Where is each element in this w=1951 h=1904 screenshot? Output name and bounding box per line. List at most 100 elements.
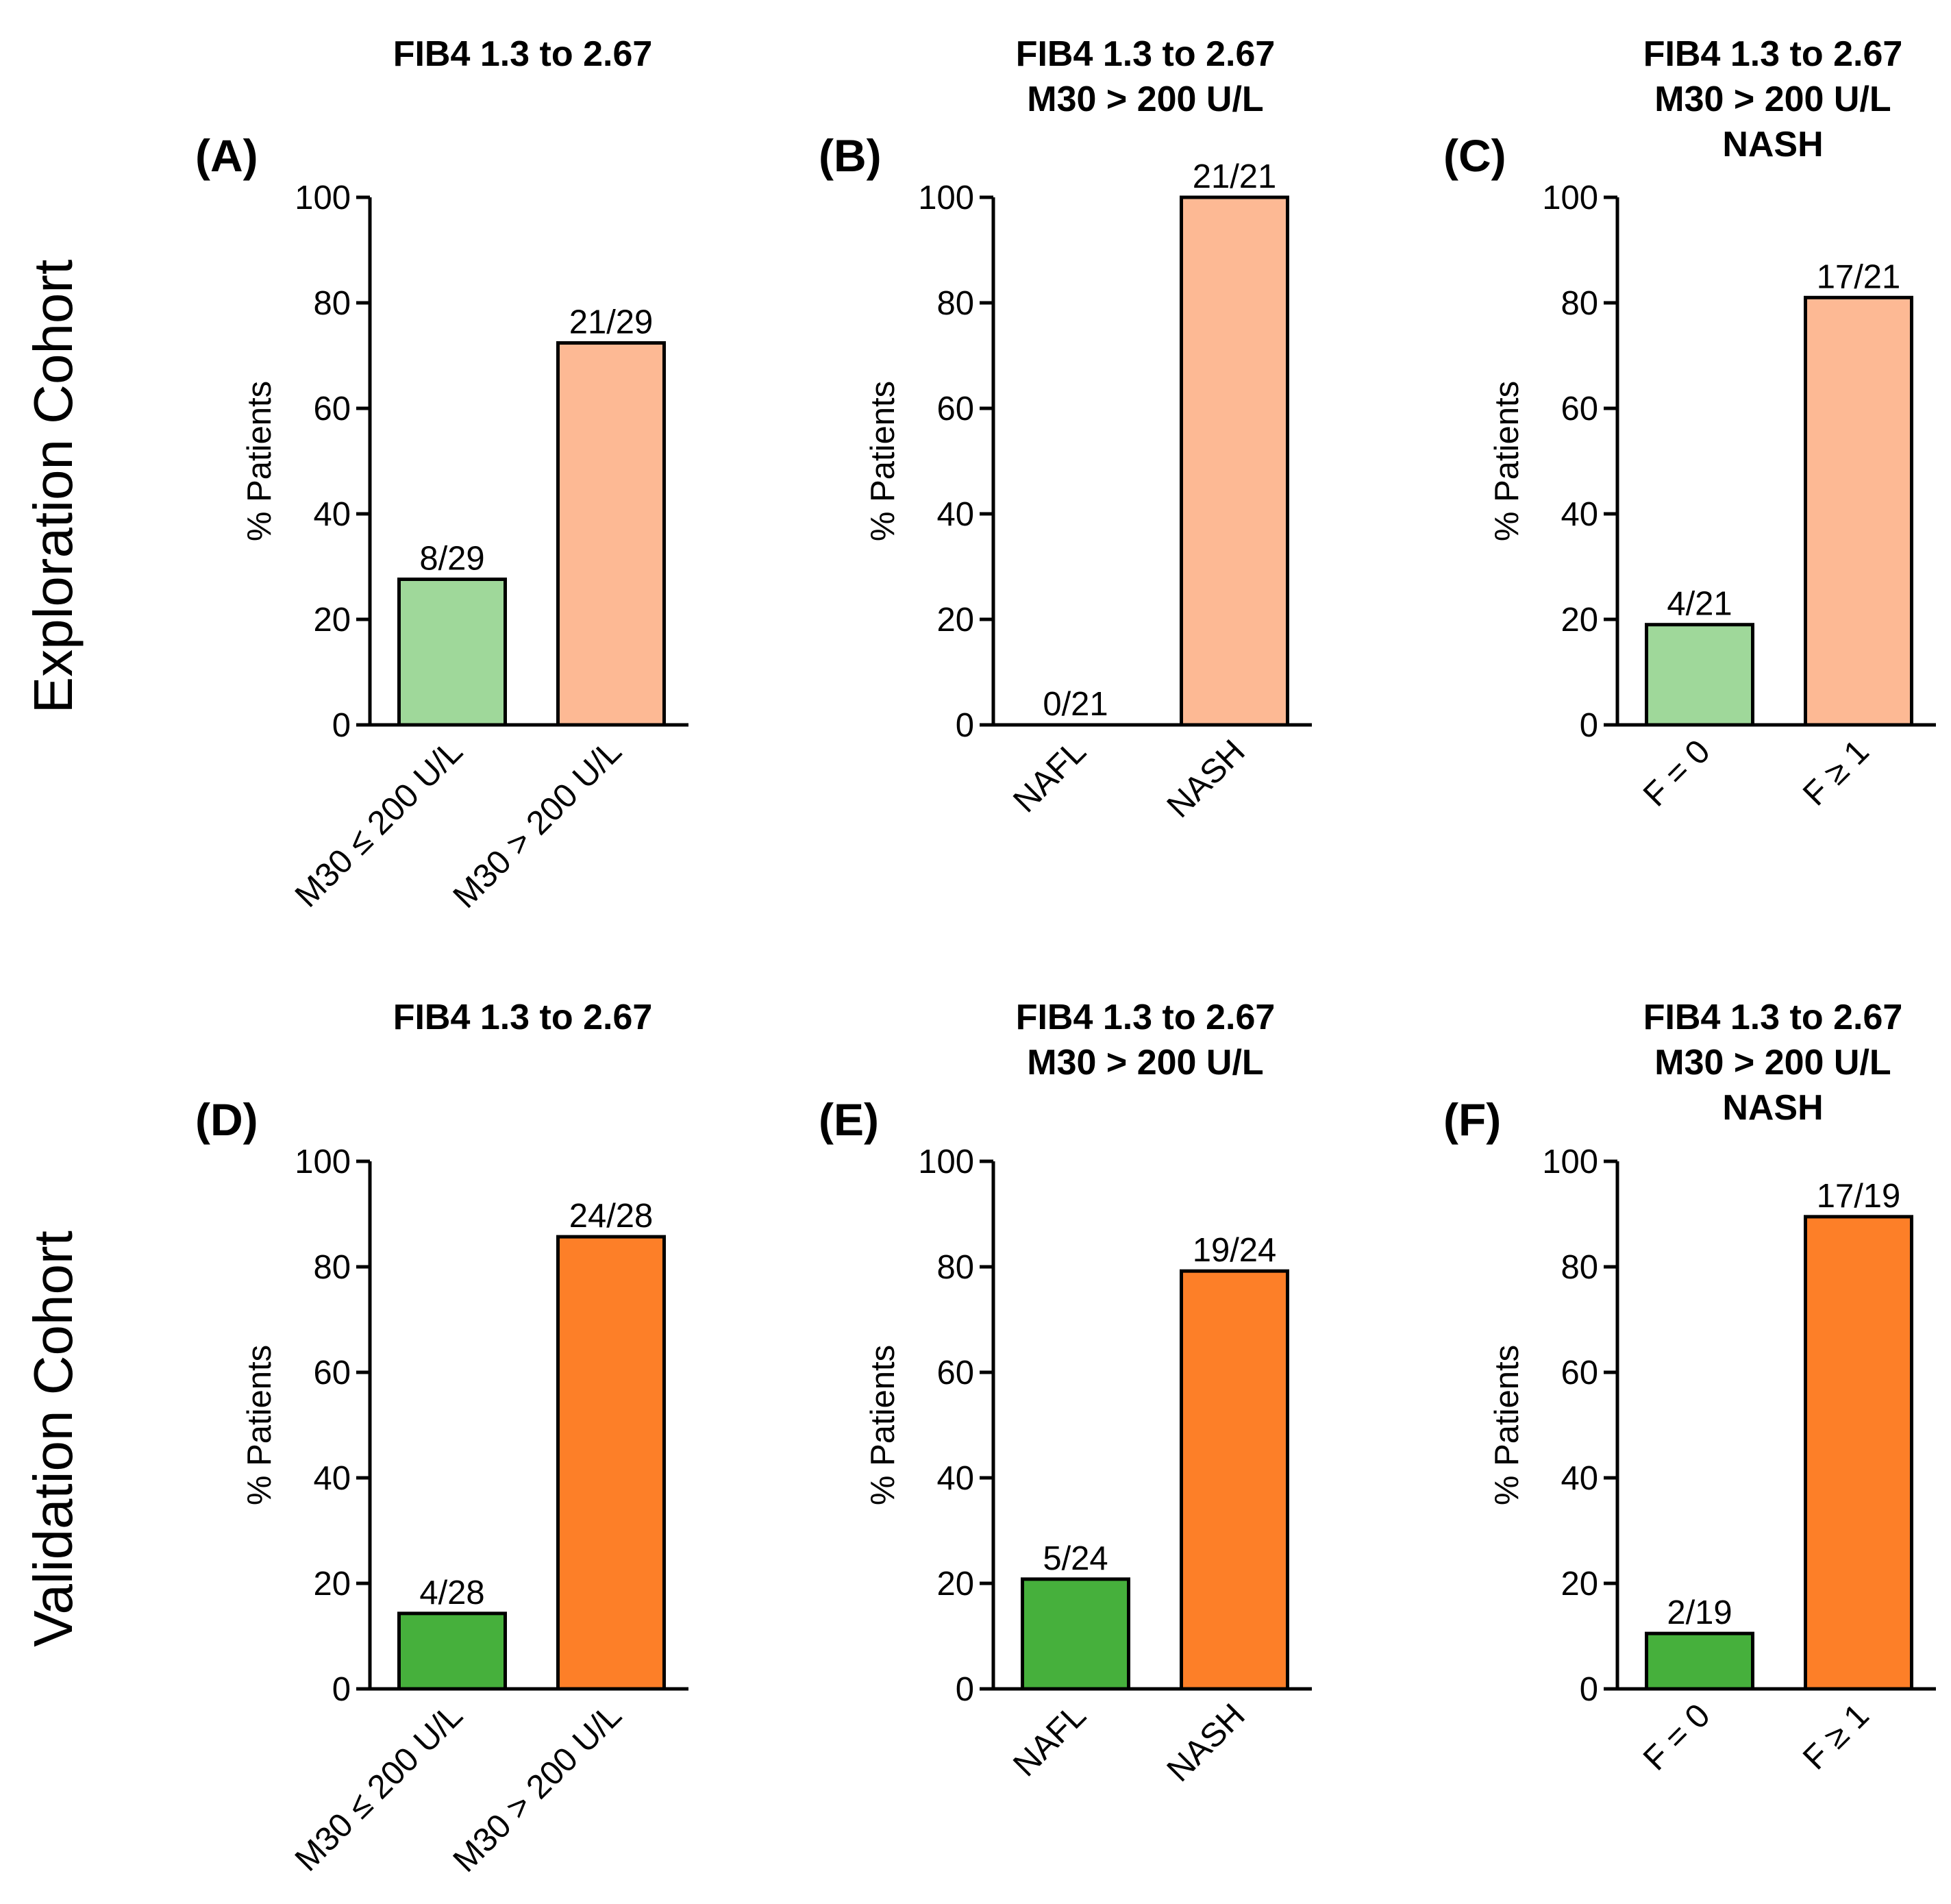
chart-title: FIB4 1.3 to 2.67 <box>1016 34 1276 74</box>
chart-title: FIB4 1.3 to 2.67 <box>1016 998 1276 1037</box>
data-label: 24/28 <box>569 1198 654 1235</box>
y-tick-label: 100 <box>1542 180 1598 217</box>
panel-label: (B) <box>819 130 882 181</box>
bar <box>1180 1269 1289 1691</box>
data-label: 17/21 <box>1817 258 1901 295</box>
y-tick-label: 60 <box>313 391 351 428</box>
y-tick-label: 80 <box>936 1249 974 1286</box>
data-label: 0/21 <box>1043 686 1108 723</box>
y-tick-label: 20 <box>936 1566 974 1603</box>
y-tick-label: 40 <box>936 496 974 533</box>
category-label: F = 0 <box>1637 733 1717 814</box>
chart-panel: FIB4 1.3 to 2.67 M30 > 200 U/L NASH (C) % Pa… <box>1443 34 1936 814</box>
data-label: 2/19 <box>1667 1594 1732 1631</box>
y-tick-label: 100 <box>295 1143 351 1180</box>
bar <box>556 341 666 727</box>
bar <box>1021 1577 1130 1691</box>
y-tick-label: 40 <box>313 496 351 533</box>
y-tick-label: 20 <box>1561 602 1598 639</box>
category-label: NASH <box>1160 1697 1252 1789</box>
chart-panel: FIB4 1.3 to 2.67 M30 > 200 U/L (B) % Patien… <box>819 34 1312 825</box>
chart-title: M30 > 200 U/L <box>1027 1043 1263 1083</box>
chart-title: FIB4 1.3 to 2.67 <box>1643 34 1903 74</box>
y-axis-label: % Patients <box>1489 381 1526 541</box>
chart-title: FIB4 1.3 to 2.67 <box>393 998 653 1037</box>
bar <box>1804 1215 1913 1691</box>
y-axis-label: % Patients <box>1489 1345 1526 1505</box>
chart-panel: FIB4 1.3 to 2.67 M30 > 200 U/L NASH (F) % Pa… <box>1443 998 1936 1778</box>
panel-label: (F) <box>1443 1094 1501 1145</box>
category-label: NASH <box>1160 733 1252 825</box>
category-label: NAFL <box>1006 1697 1093 1784</box>
chart-title: FIB4 1.3 to 2.67 <box>393 34 653 74</box>
panel-label: (E) <box>819 1094 879 1145</box>
y-tick-label: 80 <box>313 1249 351 1286</box>
category-label: F ≥ 1 <box>1796 733 1876 813</box>
data-label: 21/29 <box>569 304 654 341</box>
bar <box>397 577 507 727</box>
bar <box>397 1611 507 1691</box>
y-axis-label: % Patients <box>865 1345 902 1505</box>
chart-title: NASH <box>1722 1088 1823 1128</box>
panel-label: (D) <box>195 1094 258 1145</box>
category-label: NAFL <box>1006 733 1093 820</box>
y-tick-label: 60 <box>1561 1355 1598 1392</box>
category-label: M30 ≤ 200 U/L <box>288 1697 470 1879</box>
panel-label: (A) <box>195 130 258 181</box>
y-axis-label: % Patients <box>241 1345 278 1505</box>
y-tick-label: 80 <box>1561 1249 1598 1286</box>
y-tick-label: 20 <box>313 1566 351 1603</box>
chart-title: M30 > 200 U/L <box>1654 79 1891 119</box>
row-label-exploration-cohort: Exploration Cohort <box>23 260 84 714</box>
bar <box>1645 623 1754 727</box>
bar <box>1645 1631 1754 1691</box>
y-tick-label: 100 <box>918 180 974 217</box>
y-tick-label: 60 <box>936 391 974 428</box>
bar <box>556 1235 666 1691</box>
y-tick-label: 100 <box>918 1143 974 1180</box>
y-tick-label: 0 <box>332 707 351 744</box>
data-label: 5/24 <box>1043 1540 1108 1577</box>
y-axis-label: % Patients <box>241 381 278 541</box>
data-label: 8/29 <box>419 540 484 577</box>
chart-title: NASH <box>1722 125 1823 164</box>
y-tick-label: 60 <box>1561 391 1598 428</box>
bar <box>1180 195 1289 727</box>
y-tick-label: 40 <box>936 1460 974 1497</box>
y-tick-label: 20 <box>936 602 974 639</box>
y-tick-label: 100 <box>295 180 351 217</box>
y-tick-label: 20 <box>313 602 351 639</box>
chart-title: FIB4 1.3 to 2.67 <box>1643 998 1903 1037</box>
chart-title: M30 > 200 U/L <box>1654 1043 1891 1083</box>
category-label: F = 0 <box>1637 1697 1717 1778</box>
y-tick-label: 100 <box>1542 1143 1598 1180</box>
y-tick-label: 0 <box>956 707 974 744</box>
data-label: 21/21 <box>1193 158 1277 195</box>
y-axis-label: % Patients <box>865 381 902 541</box>
y-tick-label: 40 <box>313 1460 351 1497</box>
panel-label: (C) <box>1443 130 1506 181</box>
data-label: 4/28 <box>419 1574 484 1611</box>
data-label: 19/24 <box>1193 1232 1277 1269</box>
y-tick-label: 60 <box>936 1355 974 1392</box>
y-tick-label: 0 <box>332 1671 351 1708</box>
chart-panel: FIB4 1.3 to 2.67 (D) % Patients 4/28 M30 ≤ 2… <box>195 998 688 1879</box>
y-tick-label: 40 <box>1561 1460 1598 1497</box>
category-label: F ≥ 1 <box>1796 1697 1876 1777</box>
y-tick-label: 60 <box>313 1355 351 1392</box>
data-label: 17/19 <box>1817 1178 1901 1215</box>
category-label: M30 ≤ 200 U/L <box>288 733 470 915</box>
bar <box>1804 295 1913 727</box>
chart-title: M30 > 200 U/L <box>1027 79 1263 119</box>
y-tick-label: 0 <box>1580 707 1598 744</box>
y-tick-label: 40 <box>1561 496 1598 533</box>
category-label: M30 > 200 U/L <box>446 733 628 915</box>
chart-panel: FIB4 1.3 to 2.67 M30 > 200 U/L (E) % Patien… <box>819 998 1312 1789</box>
y-tick-label: 80 <box>936 285 974 322</box>
category-label: M30 > 200 U/L <box>446 1697 628 1879</box>
y-tick-label: 80 <box>1561 285 1598 322</box>
row-label-validation-cohort: Validation Cohort <box>23 1231 84 1647</box>
y-tick-label: 0 <box>1580 1671 1598 1708</box>
y-tick-label: 0 <box>956 1671 974 1708</box>
